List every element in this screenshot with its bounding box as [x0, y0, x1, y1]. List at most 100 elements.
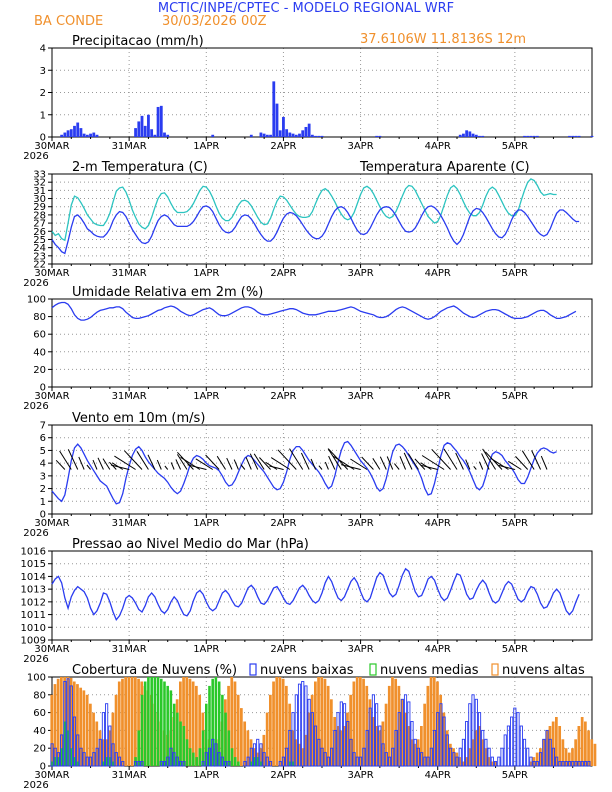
panel-3: 0 20 40 60 80 100 30MAR 31MAR 1APR 2APR 3APR 4APR 5A… — [23, 285, 593, 412]
precip-bar — [532, 135, 536, 137]
medium-cloud-bar — [288, 761, 292, 766]
low-cloud-bar — [567, 761, 572, 767]
low-cloud-bar — [403, 694, 408, 767]
wind-barb — [361, 456, 374, 470]
high-cloud-bar — [60, 677, 63, 766]
medium-cloud-bar — [137, 730, 141, 766]
wind-speed-line — [51, 440, 557, 505]
panel-title: 2-m Temperatura (C) — [72, 160, 208, 175]
x-year-label: 2026 — [23, 654, 48, 665]
low-cloud-bar — [117, 756, 122, 767]
high-cloud-bar — [542, 739, 545, 766]
high-cloud-bar — [349, 694, 353, 766]
wind-barb — [328, 455, 336, 470]
high-cloud-bar — [564, 748, 568, 766]
medium-cloud-bar — [172, 703, 176, 766]
low-cloud-bar — [583, 761, 588, 767]
high-cloud-bar — [494, 761, 497, 766]
high-cloud-bar — [98, 730, 102, 766]
high-cloud-bar — [551, 721, 555, 766]
x-tick-label: 3APR — [347, 141, 373, 152]
y-tick-label: 0 — [40, 510, 46, 521]
precip-bar — [82, 133, 86, 137]
low-cloud-bar — [484, 738, 488, 767]
medium-cloud-bar — [211, 678, 214, 766]
low-cloud-bar — [211, 738, 215, 767]
high-cloud-bar — [50, 694, 54, 766]
wind-barb — [289, 448, 304, 470]
x-year-label: 2026 — [23, 401, 48, 412]
wind-barb — [205, 454, 220, 470]
low-cloud-bar — [362, 747, 366, 767]
precip-bar — [574, 135, 578, 137]
wind-barb — [124, 450, 143, 470]
low-cloud-bar — [503, 734, 507, 767]
x-tick-label: 4APR — [425, 268, 451, 279]
low-cloud-bar — [558, 761, 562, 767]
wind-barb — [431, 448, 451, 470]
x-tick-label: 1APR — [193, 391, 219, 402]
wind-barb — [531, 450, 542, 470]
high-cloud-bar — [294, 739, 298, 766]
high-cloud-bar — [458, 757, 462, 766]
high-cloud-bar — [397, 685, 401, 766]
wind-barb — [226, 457, 233, 470]
x-tick-label: 1APR — [193, 518, 219, 529]
low-cloud-bar — [53, 747, 57, 767]
apparent-temperature-line — [51, 178, 557, 242]
y-tick-label: 23 — [33, 251, 46, 262]
high-cloud-bar — [375, 726, 378, 766]
y-tick-label: 1 — [40, 110, 46, 121]
panel-title-apparent: Temperatura Aparente (C) — [359, 160, 530, 175]
precip-bar — [269, 134, 272, 137]
high-cloud-bar — [134, 677, 137, 766]
y-tick-label: 2 — [40, 484, 46, 495]
low-cloud-bar — [513, 707, 517, 767]
low-cloud-bar — [227, 761, 231, 767]
high-cloud-bar — [593, 743, 597, 767]
precip-bar — [458, 134, 462, 137]
x-tick-label: 2APR — [270, 770, 296, 781]
low-cloud-bar — [336, 712, 340, 767]
precip-bar — [317, 135, 321, 137]
header-title: MCTIC/INPE/CPTEC - MODELO REGIONAL WRF — [158, 1, 454, 16]
low-cloud-bar — [432, 729, 437, 767]
high-cloud-bar — [571, 748, 574, 766]
y-tick-label: 1016 — [21, 547, 46, 558]
wind-barb — [102, 458, 111, 470]
legend-label: nuvens medias — [380, 663, 479, 678]
legend-swatch — [369, 663, 377, 676]
wind-barb — [465, 459, 471, 470]
low-cloud-bar — [420, 752, 424, 767]
x-tick-label: 31MAR — [112, 268, 147, 279]
panel-6: 0 20 40 60 80 100 30MAR 31MAR 1APR 2APR 3APR 4APR 5A… — [23, 663, 597, 791]
precip-bar — [166, 134, 170, 137]
precip-bar — [307, 123, 311, 137]
high-cloud-bar — [484, 748, 488, 766]
medium-cloud-bar — [143, 681, 147, 766]
precip-bar — [95, 134, 99, 137]
low-cloud-bar — [159, 761, 163, 767]
high-cloud-bar — [326, 685, 330, 766]
high-cloud-bar — [79, 687, 83, 766]
low-cloud-bar — [378, 725, 382, 767]
y-tick-label: 1015 — [21, 559, 46, 570]
wind-barb — [277, 449, 297, 470]
x-tick-label: 2APR — [270, 518, 296, 529]
header-run: 30/03/2026 00Z — [162, 14, 267, 29]
y-tick-label: 80 — [33, 690, 46, 701]
precip-bar — [278, 130, 282, 137]
low-cloud-bar — [281, 756, 285, 767]
precip-bar — [526, 135, 530, 137]
precip-bar — [265, 134, 269, 137]
wind-barb — [508, 460, 522, 470]
high-cloud-bar — [130, 677, 134, 766]
precip-bar — [63, 132, 67, 137]
low-cloud-bar — [371, 694, 375, 767]
low-cloud-bar — [268, 761, 273, 767]
y-tick-label: 28 — [33, 210, 46, 221]
precip-bar — [478, 135, 481, 137]
high-cloud-bar — [471, 739, 475, 766]
medium-cloud-bar — [237, 761, 240, 766]
x-tick-label: 31MAR — [112, 518, 147, 529]
